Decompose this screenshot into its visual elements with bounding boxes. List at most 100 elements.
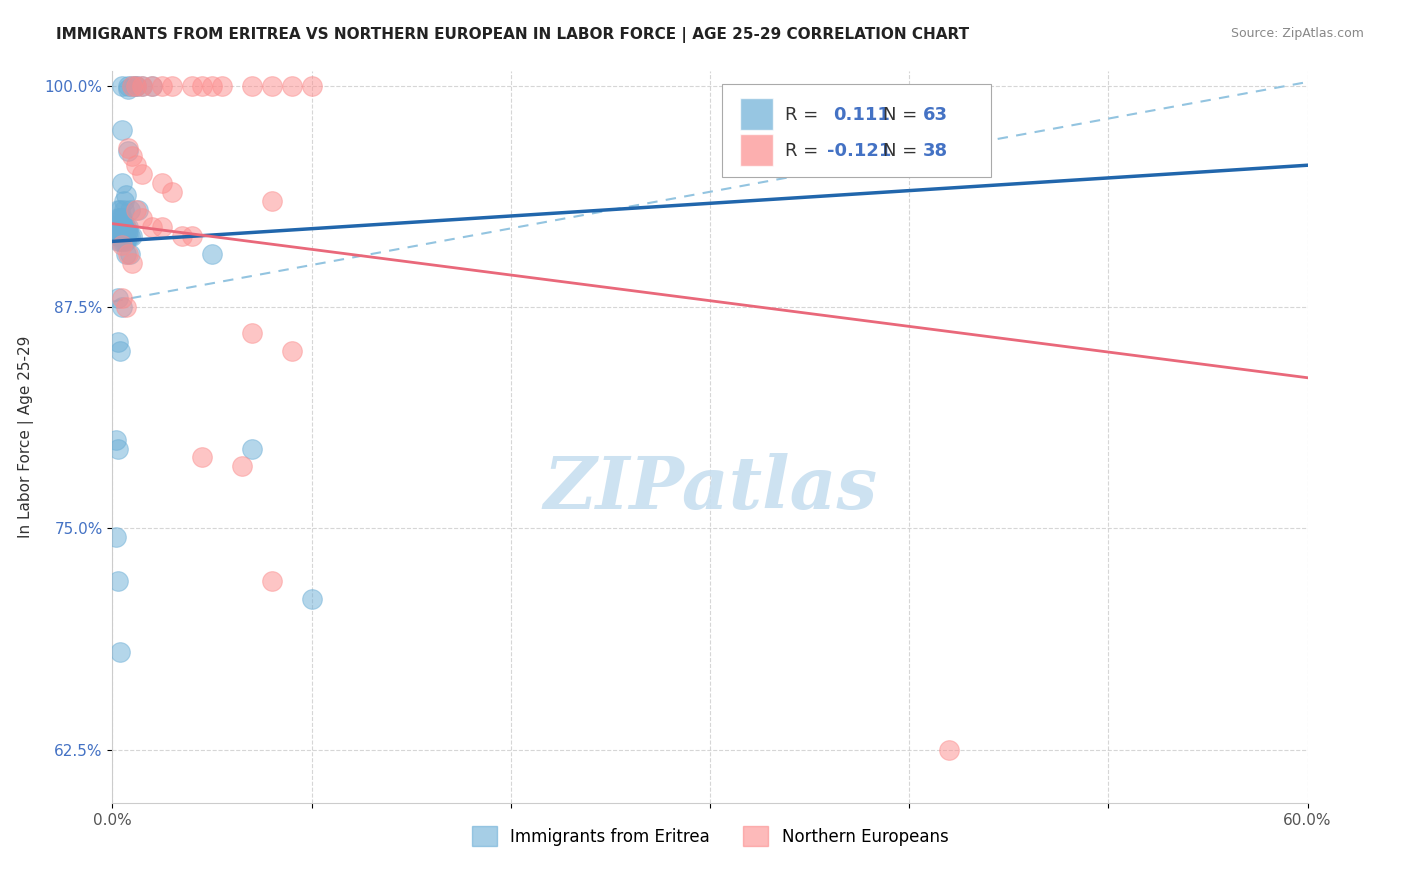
Point: [125, 202, 148, 217]
Point: [121, 149, 143, 163]
Point: [117, 229, 139, 244]
Text: 38: 38: [922, 142, 948, 160]
Point: [111, 123, 134, 137]
Point: [107, 229, 129, 244]
Point: [131, 78, 153, 93]
Point: [150, 78, 173, 93]
Point: [162, 185, 183, 199]
Point: [105, 530, 128, 544]
Point: [111, 235, 134, 249]
Point: [117, 224, 139, 238]
Text: N =: N =: [883, 105, 918, 123]
Point: [141, 220, 163, 235]
Point: [120, 229, 142, 244]
Y-axis label: In Labor Force | Age 25-29: In Labor Force | Age 25-29: [18, 336, 34, 538]
Point: [115, 224, 138, 238]
Point: [115, 247, 138, 261]
Point: [150, 220, 173, 235]
Point: [111, 78, 134, 93]
Point: [120, 202, 142, 217]
Point: [121, 255, 143, 269]
Point: [125, 78, 148, 93]
Point: [111, 224, 134, 238]
Point: [172, 229, 194, 244]
Bar: [740, 135, 773, 167]
Point: [260, 574, 283, 589]
Point: [115, 188, 138, 202]
Point: [121, 229, 143, 244]
Point: [107, 291, 129, 305]
Point: [301, 592, 323, 607]
Point: [281, 344, 304, 359]
Point: [301, 78, 323, 93]
Text: Source: ZipAtlas.com: Source: ZipAtlas.com: [1230, 27, 1364, 40]
Point: [115, 300, 138, 314]
Text: ZIPatlas: ZIPatlas: [543, 453, 877, 524]
Point: [107, 335, 129, 350]
Point: [114, 224, 135, 238]
Point: [125, 158, 148, 172]
Point: [110, 217, 132, 231]
Point: [191, 450, 214, 465]
Point: [117, 220, 139, 235]
Point: [114, 229, 135, 244]
Text: N =: N =: [883, 142, 918, 160]
Point: [131, 211, 153, 226]
Point: [111, 217, 134, 231]
Point: [181, 78, 204, 93]
Point: [150, 176, 173, 190]
Point: [281, 78, 304, 93]
Point: [125, 78, 148, 93]
Point: [117, 144, 139, 158]
Point: [111, 229, 134, 244]
Point: [114, 235, 135, 249]
Point: [131, 167, 153, 181]
Point: [114, 202, 135, 217]
Point: [117, 247, 139, 261]
Point: [110, 220, 132, 235]
Point: [110, 645, 132, 659]
Point: [107, 220, 129, 235]
Point: [191, 78, 214, 93]
Point: [260, 194, 283, 208]
Point: [107, 235, 129, 249]
FancyBboxPatch shape: [723, 84, 991, 178]
Point: [111, 211, 134, 226]
Point: [120, 247, 142, 261]
Point: [110, 344, 132, 359]
Point: [111, 291, 134, 305]
Point: [111, 238, 134, 252]
Point: [181, 229, 204, 244]
Point: [240, 326, 263, 341]
Point: [110, 235, 132, 249]
Point: [115, 220, 138, 235]
Point: [107, 202, 129, 217]
Point: [231, 459, 253, 474]
Bar: [740, 98, 773, 130]
Point: [141, 78, 163, 93]
Point: [131, 78, 153, 93]
Legend: Immigrants from Eritrea, Northern Europeans: Immigrants from Eritrea, Northern Europe…: [465, 820, 955, 853]
Point: [201, 247, 224, 261]
Point: [211, 78, 233, 93]
Point: [115, 235, 138, 249]
Point: [127, 202, 149, 217]
Text: R =: R =: [786, 142, 824, 160]
Point: [114, 217, 135, 231]
Point: [121, 78, 143, 93]
Point: [107, 442, 129, 456]
Point: [240, 78, 263, 93]
Point: [111, 300, 134, 314]
Point: [141, 78, 163, 93]
Point: [125, 78, 148, 93]
Point: [117, 78, 139, 93]
Point: [105, 433, 128, 447]
Point: [110, 229, 132, 244]
Point: [107, 211, 129, 226]
Text: IMMIGRANTS FROM ERITREA VS NORTHERN EUROPEAN IN LABOR FORCE | AGE 25-29 CORRELAT: IMMIGRANTS FROM ERITREA VS NORTHERN EURO…: [56, 27, 969, 43]
Point: [121, 78, 143, 93]
Point: [117, 140, 139, 154]
Point: [115, 229, 138, 244]
Point: [110, 202, 132, 217]
Point: [240, 442, 263, 456]
